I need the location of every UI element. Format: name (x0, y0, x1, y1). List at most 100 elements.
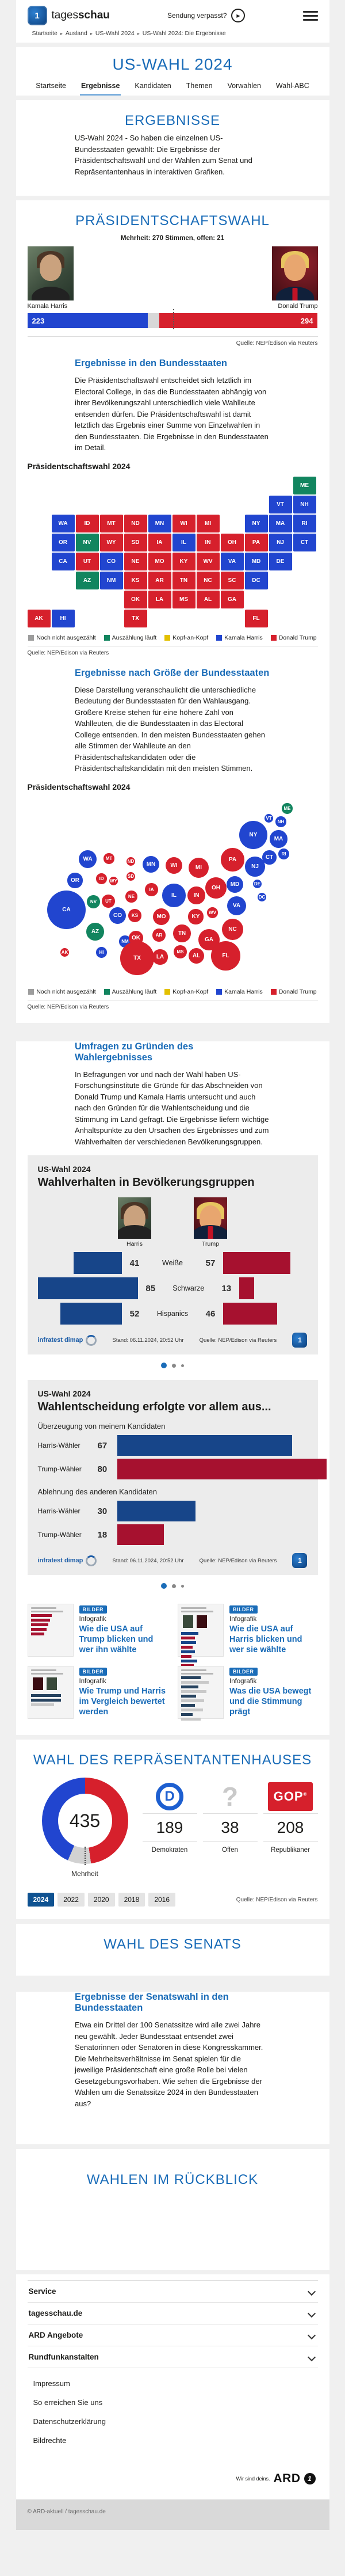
state-bubble-NY[interactable]: NY (239, 821, 267, 849)
state-tile-KS[interactable]: KS (124, 571, 147, 589)
carousel-dot[interactable] (181, 1364, 184, 1367)
footer-accordion-rundfunkanstalten[interactable]: Rundfunkanstalten (27, 2346, 318, 2368)
footer-link[interactable]: So erreichen Sie uns (33, 2398, 103, 2407)
teaser-title[interactable]: Wie die USA auf Trump blicken und wer ih… (79, 1624, 154, 1655)
state-bubble-ND[interactable]: ND (126, 857, 136, 866)
teaser-item[interactable]: BILDER Infografik Wie die USA auf Harris b… (178, 1604, 318, 1667)
breadcrumb-item[interactable]: Ausland (65, 30, 87, 37)
state-bubble-AZ[interactable]: AZ (86, 923, 104, 941)
state-tile-VT[interactable]: VT (269, 495, 292, 513)
state-tile-MT[interactable]: MT (99, 514, 123, 532)
state-bubble-MO[interactable]: MO (152, 908, 170, 926)
state-bubble-AL[interactable]: AL (188, 948, 205, 964)
tab-vorwahlen[interactable]: Vorwahlen (227, 82, 261, 90)
state-bubble-CT[interactable]: CT (262, 850, 277, 865)
state-bubble-FL[interactable]: FL (211, 941, 240, 971)
state-tile-CT[interactable]: CT (293, 533, 316, 551)
tagesschau-logo[interactable]: 1 tagesschau (27, 6, 110, 25)
state-tile-NJ[interactable]: NJ (269, 533, 292, 551)
state-bubble-NC[interactable]: NC (222, 919, 243, 940)
state-bubble-MA[interactable]: MA (270, 830, 288, 848)
state-tile-ME[interactable]: ME (293, 476, 316, 494)
state-bubble-WV[interactable]: WV (207, 907, 218, 918)
state-tile-UT[interactable]: UT (75, 552, 99, 570)
state-bubble-NJ[interactable]: NJ (245, 857, 265, 877)
footer-accordion-service[interactable]: Service (27, 2280, 318, 2303)
footer-link[interactable]: Impressum (33, 2379, 70, 2388)
state-tile-WA[interactable]: WA (51, 514, 75, 532)
state-tile-IL[interactable]: IL (172, 533, 195, 551)
harris-bar-segment[interactable] (27, 313, 148, 328)
year-button-2024[interactable]: 2024 (27, 1893, 55, 1907)
state-bubble-IL[interactable]: IL (162, 884, 186, 907)
teaser-title[interactable]: Wie die USA auf Harris blicken und wer s… (229, 1624, 302, 1655)
state-bubble-KS[interactable]: KS (128, 909, 141, 922)
state-tile-AZ[interactable]: AZ (75, 571, 99, 589)
footer-link[interactable]: Bildrechte (33, 2436, 67, 2445)
state-bubble-LA[interactable]: LA (152, 949, 168, 965)
state-tile-LA[interactable]: LA (148, 590, 171, 608)
carousel-dot[interactable] (181, 1584, 184, 1588)
play-icon[interactable]: ▶ (231, 9, 246, 22)
state-bubble-MN[interactable]: MN (142, 855, 160, 873)
state-bubble-PA[interactable]: PA (221, 848, 244, 872)
state-tile-IN[interactable]: IN (196, 533, 220, 551)
year-button-2022[interactable]: 2022 (57, 1893, 85, 1907)
state-bubble-MS[interactable]: MS (174, 945, 187, 958)
breadcrumb-item[interactable]: US-Wahl 2024: Die Ergebnisse (142, 30, 226, 37)
state-tile-NH[interactable]: NH (293, 495, 316, 513)
year-button-2016[interactable]: 2016 (148, 1893, 176, 1907)
state-tile-HI[interactable]: HI (51, 609, 75, 627)
state-tile-OK[interactable]: OK (124, 590, 147, 608)
state-tile-OR[interactable]: OR (51, 533, 75, 551)
state-bubble-HI[interactable]: HI (96, 947, 107, 958)
state-tile-MD[interactable]: MD (244, 552, 268, 570)
state-bubble-DE[interactable]: DE (252, 879, 262, 889)
state-tile-WY[interactable]: WY (99, 533, 123, 551)
state-bubble-ID[interactable]: ID (96, 873, 107, 884)
teaser-item[interactable]: BILDER Infografik Was die USA bewegt und d… (178, 1666, 318, 1721)
state-tile-TN[interactable]: TN (172, 571, 195, 589)
footer-link[interactable]: Datenschutzerklärung (33, 2417, 106, 2426)
house-donut-chart[interactable]: 435 (41, 1778, 128, 1865)
state-bubble-NH[interactable]: NH (275, 816, 286, 827)
state-tile-TX[interactable]: TX (124, 609, 147, 627)
state-bubble-MT[interactable]: MT (103, 853, 114, 864)
state-tile-DE[interactable]: DE (269, 552, 292, 570)
state-bubble-UT[interactable]: UT (102, 895, 115, 908)
state-bubble-NE[interactable]: NE (125, 891, 137, 903)
state-tile-VA[interactable]: VA (220, 552, 244, 570)
year-button-2020[interactable]: 2020 (87, 1893, 115, 1907)
state-bubble-WY[interactable]: WY (109, 876, 118, 886)
state-bubble-KY[interactable]: KY (188, 909, 204, 924)
state-tile-CO[interactable]: CO (99, 552, 123, 570)
state-tile-ND[interactable]: ND (124, 514, 147, 532)
state-tile-MI[interactable]: MI (196, 514, 220, 532)
tab-startseite[interactable]: Startseite (36, 82, 67, 90)
state-tile-PA[interactable]: PA (244, 533, 268, 551)
trump-bar-segment[interactable] (159, 313, 318, 328)
carousel-dot[interactable] (161, 1583, 167, 1589)
state-tile-DC[interactable]: DC (244, 571, 268, 589)
state-bubble-CO[interactable]: CO (109, 907, 126, 924)
state-tile-AK[interactable]: AK (27, 609, 51, 627)
state-bubble-MD[interactable]: MD (226, 876, 244, 893)
state-tile-MA[interactable]: MA (269, 514, 292, 532)
state-bubble-AK[interactable]: AK (60, 948, 70, 957)
state-tile-WI[interactable]: WI (172, 514, 195, 532)
state-bubble-OR[interactable]: OR (67, 873, 83, 888)
state-tile-WV[interactable]: WV (196, 552, 220, 570)
carousel-dot[interactable] (161, 1363, 167, 1368)
state-bubble-VA[interactable]: VA (227, 896, 247, 916)
state-bubble-WI[interactable]: WI (165, 857, 183, 874)
teaser-title[interactable]: Wie Trump und Harris im Vergleich bewert… (79, 1687, 166, 1717)
state-bubble-WA[interactable]: WA (78, 850, 97, 869)
state-tile-NC[interactable]: NC (196, 571, 220, 589)
breadcrumb-item[interactable]: US-Wahl 2024 (95, 30, 135, 37)
footer-accordion-ardangebote[interactable]: ARD Angebote (27, 2324, 318, 2346)
state-tile-KY[interactable]: KY (172, 552, 195, 570)
state-tile-MN[interactable]: MN (148, 514, 171, 532)
state-tile-CA[interactable]: CA (51, 552, 75, 570)
teaser-item[interactable]: BILDER Infografik Wie die USA auf Trump bl… (27, 1604, 168, 1657)
tab-wahl-abc[interactable]: Wahl-ABC (275, 82, 309, 90)
